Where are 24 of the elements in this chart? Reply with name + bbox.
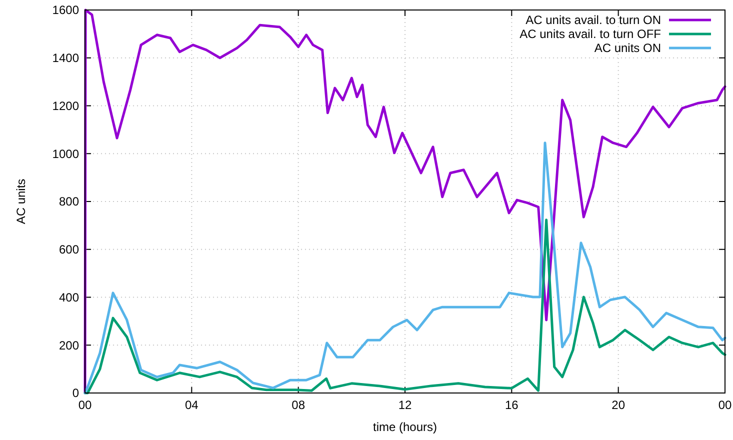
y-tick-label: 1600 [52,3,80,18]
y-tick-label: 0 [72,386,80,400]
y-tick-label: 400 [58,290,80,304]
y-axis-title: AC units [14,178,28,224]
y-tick-label: 1000 [52,146,80,161]
y-tick-label: 200 [58,338,80,352]
y-tick-label: 600 [58,242,80,257]
x-axis-title: time (hours) [372,420,438,434]
y-tick-label: 1400 [52,51,80,66]
legend-label: AC units ON [594,41,661,56]
y-tick-label: 800 [58,194,80,209]
x-tick-label: 12 [398,398,412,412]
y-tick-label: 1200 [52,98,80,113]
legend-label: AC units avail. to turn ON [526,13,661,28]
line-series [84,142,726,394]
line-series [84,8,726,394]
x-tick-label: 04 [184,398,199,412]
x-tick-label: 00 [78,398,92,412]
x-tick-label: 08 [292,398,306,412]
line-series [84,218,726,394]
x-tick-label: 00 [718,398,732,412]
legend-label: AC units avail. to turn OFF [520,27,661,42]
x-tick-label: 20 [612,398,626,412]
x-tick-label: 16 [504,398,519,412]
